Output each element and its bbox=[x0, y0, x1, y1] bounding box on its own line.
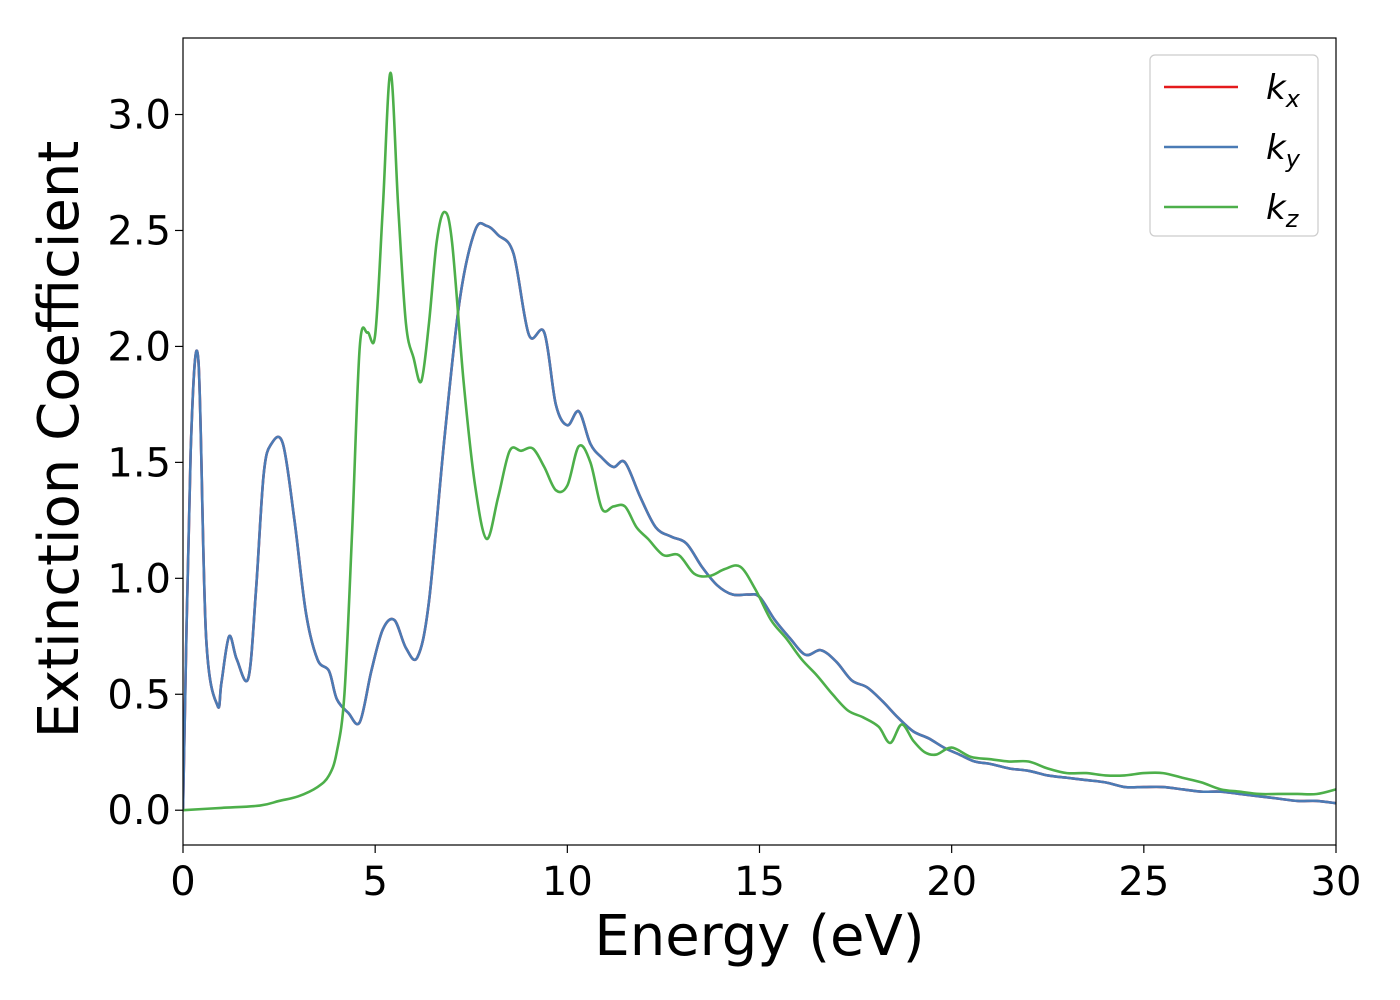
y-tick-label: 1.5 bbox=[107, 440, 171, 486]
legend: kx ky kz bbox=[1149, 54, 1319, 237]
x-tick-label: 20 bbox=[926, 859, 977, 905]
x-axis-title: Energy (eV) bbox=[594, 904, 924, 969]
x-axis: 0 5 10 15 20 25 30 bbox=[170, 845, 1361, 905]
y-tick-label: 2.0 bbox=[107, 324, 171, 370]
series-line-kz bbox=[183, 71, 1336, 812]
y-axis-title: Extinction Coefficient bbox=[27, 141, 92, 739]
legend-box bbox=[1149, 54, 1319, 237]
y-tick-label: 0.5 bbox=[107, 672, 171, 718]
x-tick-label: 30 bbox=[1311, 859, 1362, 905]
series-line-ky bbox=[183, 221, 1336, 812]
legend-label-kz: kz bbox=[1266, 188, 1300, 233]
x-tick-label: 5 bbox=[362, 859, 387, 905]
y-axis: 0.0 0.5 1.0 1.5 2.0 2.5 3.0 bbox=[107, 93, 183, 834]
series-layer bbox=[183, 71, 1336, 812]
x-tick-label: 0 bbox=[170, 859, 195, 905]
y-tick-label: 1.0 bbox=[107, 556, 171, 602]
y-tick-label: 2.5 bbox=[107, 208, 171, 254]
x-tick-label: 15 bbox=[734, 859, 785, 905]
x-tick-label: 10 bbox=[542, 859, 593, 905]
y-tick-label: 3.0 bbox=[107, 93, 171, 139]
legend-label-kx: kx bbox=[1266, 68, 1301, 113]
y-tick-label: 0.0 bbox=[107, 788, 171, 834]
x-tick-label: 25 bbox=[1118, 859, 1169, 905]
legend-label-ky: ky bbox=[1266, 128, 1301, 173]
